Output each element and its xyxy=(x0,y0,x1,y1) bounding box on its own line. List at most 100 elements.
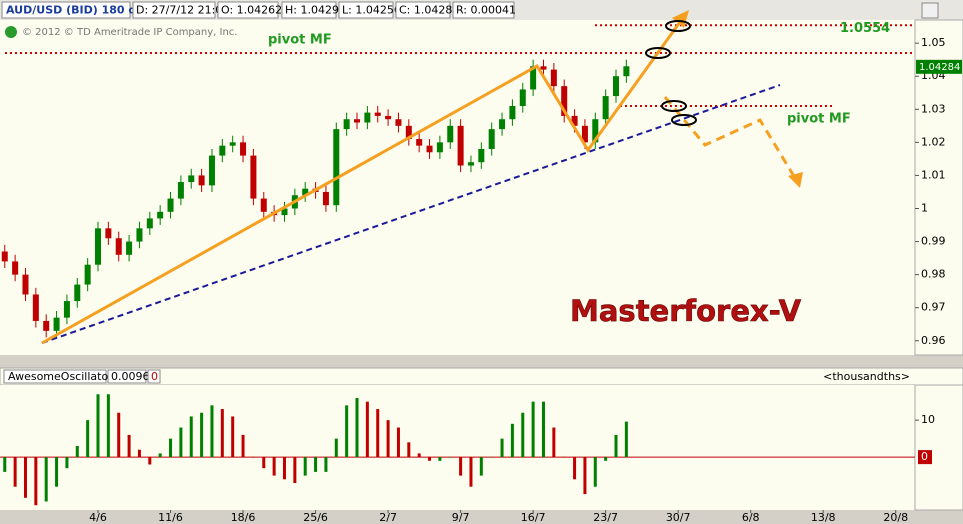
osc-bar xyxy=(459,457,463,476)
y-tick-label: 1.05 xyxy=(921,36,946,49)
osc-bar xyxy=(448,457,452,458)
wave-line xyxy=(41,21,682,345)
y-tick-label: 0.99 xyxy=(921,235,946,248)
osc-bar xyxy=(552,427,556,458)
candle-body xyxy=(333,129,340,206)
candle-body xyxy=(1,251,8,262)
candle-body xyxy=(602,96,609,120)
osc-bar xyxy=(345,405,349,458)
x-tick-label: 6/8 xyxy=(742,511,760,524)
arrow-head xyxy=(788,172,803,188)
forecast-line xyxy=(663,96,797,179)
osc-title: AwesomeOscillator xyxy=(8,370,113,383)
candle-body xyxy=(540,66,547,70)
marker-ellipse xyxy=(665,20,691,32)
info-box xyxy=(132,1,216,19)
osc-bar xyxy=(34,457,38,506)
candle-body xyxy=(229,142,236,146)
candle-body xyxy=(188,175,195,183)
candle-body xyxy=(198,175,205,186)
x-tick-label: 30/7 xyxy=(666,511,691,524)
candle-body xyxy=(63,301,70,318)
osc-bar xyxy=(479,457,483,476)
osc-bar xyxy=(13,457,17,487)
last-price-label: 1.04284 xyxy=(919,62,960,73)
y-tick-label: 0.96 xyxy=(921,334,946,347)
y-tick-label: 0.98 xyxy=(921,268,946,281)
candle-body xyxy=(405,125,412,140)
info-box xyxy=(452,1,515,19)
osc-bar xyxy=(137,449,141,458)
x-tick-label: 13/8 xyxy=(811,511,836,524)
osc-bar xyxy=(583,457,587,495)
x-tick-label: 9/7 xyxy=(452,511,470,524)
candle-body xyxy=(260,198,267,212)
marker-ellipse xyxy=(671,114,697,126)
candle-body xyxy=(84,264,91,285)
symbol-box[interactable] xyxy=(1,1,131,19)
candle-body xyxy=(436,142,443,153)
osc-bar xyxy=(272,457,276,476)
candle-body xyxy=(509,105,516,120)
osc-bar xyxy=(127,434,131,458)
osc-bar xyxy=(3,457,7,472)
candle-body xyxy=(374,112,381,116)
osc-bar xyxy=(417,453,421,458)
osc-bar xyxy=(75,446,79,458)
candle-body xyxy=(250,155,257,199)
y-tick-label: 1.01 xyxy=(921,168,946,181)
osc-bar xyxy=(365,401,369,458)
candle-body xyxy=(571,115,578,126)
candle-body xyxy=(354,119,361,123)
candle-body xyxy=(385,115,392,120)
osc-bar xyxy=(106,394,110,458)
osc-bar xyxy=(314,457,318,472)
candle-body xyxy=(343,119,350,130)
osc-units: <thousandths> xyxy=(823,370,910,383)
candle-body xyxy=(43,320,50,331)
osc-bar xyxy=(624,421,628,458)
osc-bar xyxy=(396,427,400,458)
y-tick-label: 1 xyxy=(921,201,928,214)
osc-value: 0.0096 xyxy=(111,370,150,383)
candle-body xyxy=(32,294,39,321)
marker-ellipse xyxy=(661,100,687,112)
osc-bar xyxy=(500,438,504,458)
osc-bar xyxy=(55,457,59,487)
settings-button[interactable] xyxy=(921,2,939,19)
candle-body xyxy=(74,284,81,302)
osc-bar xyxy=(407,442,411,458)
annotation: pivot MF xyxy=(268,33,332,48)
osc-bar xyxy=(573,457,577,480)
y-tick-label: 0 xyxy=(921,450,928,463)
logo xyxy=(5,26,17,38)
candle-body xyxy=(457,125,464,166)
info-text: L: 1.04256 xyxy=(342,4,401,17)
y-tick-label: 10 xyxy=(921,413,935,426)
x-tick-label: 2/7 xyxy=(379,511,397,524)
osc-bar xyxy=(169,438,173,458)
osc-bar xyxy=(531,401,535,458)
candle-body xyxy=(364,112,371,123)
trend-line xyxy=(41,84,781,344)
candle-body xyxy=(53,317,60,331)
annotation: pivot MF xyxy=(787,112,851,127)
osc-bar xyxy=(44,457,48,502)
price-pane xyxy=(0,20,915,355)
osc-value: 0 xyxy=(151,370,158,383)
candle-body xyxy=(115,238,122,255)
osc-bar xyxy=(65,457,69,469)
x-tick-label: 4/6 xyxy=(89,511,107,524)
x-tick-label: 20/8 xyxy=(883,511,908,524)
candle-body xyxy=(530,66,537,90)
osc-bar xyxy=(117,412,121,458)
osc-bar xyxy=(241,434,245,458)
osc-bar xyxy=(510,423,514,458)
osc-bar xyxy=(593,457,597,487)
info-text: C: 1.04284 xyxy=(399,4,459,17)
price-axis xyxy=(914,19,963,356)
candle-body xyxy=(12,261,19,275)
osc-bar xyxy=(604,457,608,461)
candle-body xyxy=(488,129,495,149)
osc-bar xyxy=(220,409,224,458)
